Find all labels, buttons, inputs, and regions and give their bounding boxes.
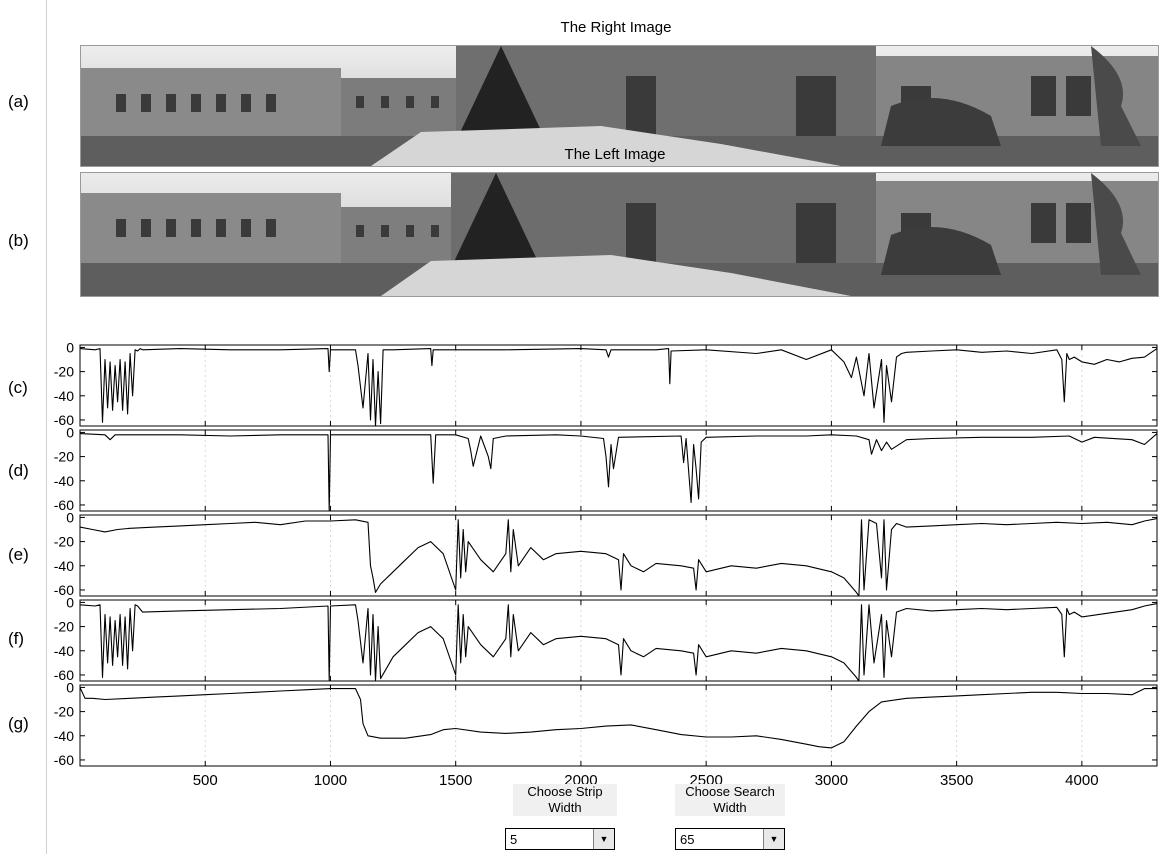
y-tick-label: 0 xyxy=(66,339,74,355)
strip-width-label-line2: Width xyxy=(548,800,582,815)
x-tick-label: 3500 xyxy=(940,772,973,789)
panel-c: 0 -20 -40 -60 xyxy=(54,339,1158,428)
chevron-down-icon[interactable]: ▼ xyxy=(763,829,784,849)
row-label-d: (d) xyxy=(8,461,29,480)
y-tick-label: -40 xyxy=(54,473,74,489)
row-label-e: (e) xyxy=(8,545,29,564)
strip-width-label: Choose Strip Width xyxy=(513,784,617,816)
y-tick-label: -40 xyxy=(54,388,74,404)
strip-width-value: 5 xyxy=(510,832,518,847)
y-tick-label: -20 xyxy=(54,364,74,380)
row-label-a: (a) xyxy=(8,92,29,111)
panel-f: 0 -20 -40 -60 xyxy=(54,594,1158,683)
row-label-b: (b) xyxy=(8,231,29,250)
search-width-label-line1: Choose Search xyxy=(685,784,775,799)
panel-d: 0 -20 -40 -60 xyxy=(54,424,1158,513)
row-label-c: (c) xyxy=(8,378,28,397)
row-label-f: (f) xyxy=(8,629,25,648)
search-width-value: 65 xyxy=(680,832,695,847)
axes-frame xyxy=(79,684,1158,767)
right-image-title: The Right Image xyxy=(560,19,672,36)
x-tick-label: 1500 xyxy=(439,772,472,789)
left-image-title: The Left Image xyxy=(564,146,666,163)
chevron-down-icon[interactable]: ▼ xyxy=(593,829,614,849)
y-tick-label: -60 xyxy=(54,667,74,683)
x-tick-label: 1000 xyxy=(314,772,347,789)
y-tick-label: -20 xyxy=(54,449,74,465)
strip-width-label-line1: Choose Strip xyxy=(527,784,603,799)
figure-frame-line xyxy=(46,0,47,854)
row-label-g: (g) xyxy=(8,714,29,733)
panel-e: 0 -20 -40 -60 xyxy=(54,509,1158,598)
axes-frame xyxy=(79,599,1158,682)
y-tick-label: 0 xyxy=(66,679,74,695)
axes-frame xyxy=(79,429,1158,512)
series-line xyxy=(79,348,1158,427)
x-tick-label: 500 xyxy=(193,772,218,789)
x-tick-label: 3000 xyxy=(815,772,848,789)
axes-frame xyxy=(79,514,1158,597)
axes-frame xyxy=(79,344,1158,427)
right-image xyxy=(80,45,1159,167)
y-tick-label: -20 xyxy=(54,534,74,550)
search-width-label: Choose Search Width xyxy=(675,784,785,816)
series-line xyxy=(79,603,1158,682)
y-tick-label: -40 xyxy=(54,558,74,574)
x-tick-label: 4000 xyxy=(1065,772,1098,789)
left-image xyxy=(80,172,1159,297)
series-line xyxy=(79,518,1158,597)
y-tick-label: -60 xyxy=(54,752,74,768)
series-line xyxy=(79,433,1158,512)
strip-width-select[interactable]: 5 ▼ xyxy=(505,828,615,850)
search-width-label-line2: Width xyxy=(713,800,747,815)
search-width-select[interactable]: 65 ▼ xyxy=(675,828,785,850)
series-line xyxy=(79,687,1157,749)
y-tick-label: -40 xyxy=(54,728,74,744)
y-tick-label: 0 xyxy=(66,424,74,440)
y-tick-label: -20 xyxy=(54,619,74,635)
y-tick-label: -20 xyxy=(54,704,74,720)
y-tick-label: -60 xyxy=(54,497,74,513)
y-tick-label: -40 xyxy=(54,643,74,659)
y-tick-label: 0 xyxy=(66,594,74,610)
y-tick-label: -60 xyxy=(54,582,74,598)
y-tick-label: 0 xyxy=(66,509,74,525)
y-tick-label: -60 xyxy=(54,412,74,428)
